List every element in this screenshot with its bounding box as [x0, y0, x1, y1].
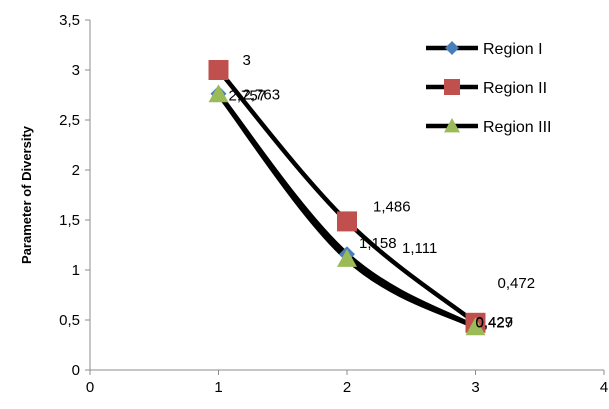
- data-point-series-2: [337, 211, 357, 232]
- data-label: 0,472: [498, 275, 536, 292]
- y-tick-label: 0: [72, 362, 80, 379]
- y-tick-label: 0,5: [59, 312, 80, 329]
- data-label: 1,158: [359, 235, 397, 252]
- data-label: 0,427: [476, 314, 514, 331]
- data-label: 0,429: [476, 314, 514, 331]
- data-label: 2,757: [229, 87, 267, 104]
- y-tick-label: 3: [72, 62, 80, 79]
- legend-label-1: Region I: [483, 41, 543, 58]
- data-label: 1,111: [402, 240, 437, 257]
- y-tick-label: 1,5: [59, 212, 80, 229]
- legend: Region I Region II Region III: [426, 41, 551, 136]
- x-tick-label: 4: [600, 379, 608, 396]
- data-label: 1,486: [373, 198, 411, 215]
- axes: 0 0,5 1 1,5 2 2,5 3 3,5 0 1 2 3 4 Parameter of Divers…: [19, 12, 608, 396]
- data-point-series-3: [208, 84, 229, 103]
- data-point-series-3: [337, 248, 357, 267]
- legend-marker-3: [444, 118, 460, 133]
- y-axis-title: Parameter of Diversity: [19, 125, 34, 264]
- legend-marker-2: [444, 79, 460, 95]
- data-label: 3: [243, 52, 251, 69]
- legend-marker-1: [445, 41, 459, 55]
- legend-label-2: Region II: [483, 80, 547, 97]
- y-tick-label: 2,5: [59, 112, 80, 129]
- series-line-2: [216, 68, 477, 325]
- series-lines: [216, 68, 477, 330]
- data-point-series-3: [465, 317, 486, 336]
- y-tick-label: 1: [72, 262, 80, 279]
- data-label: 2,763: [243, 87, 281, 104]
- series-markers: [208, 60, 486, 336]
- data-point-series-2: [208, 60, 229, 80]
- x-tick-label: 1: [214, 379, 222, 396]
- x-tick-label: 0: [86, 379, 94, 396]
- y-tick-label: 3,5: [59, 12, 80, 29]
- y-tick-label: 2: [72, 162, 80, 179]
- x-tick-label: 3: [471, 379, 479, 396]
- data-labels: 2,763 1,158 0,429 3 1,486 0,472 2,757 1,111 0,42…: [229, 52, 536, 331]
- legend-label-3: Region III: [483, 119, 551, 136]
- x-tick-label: 2: [343, 379, 351, 396]
